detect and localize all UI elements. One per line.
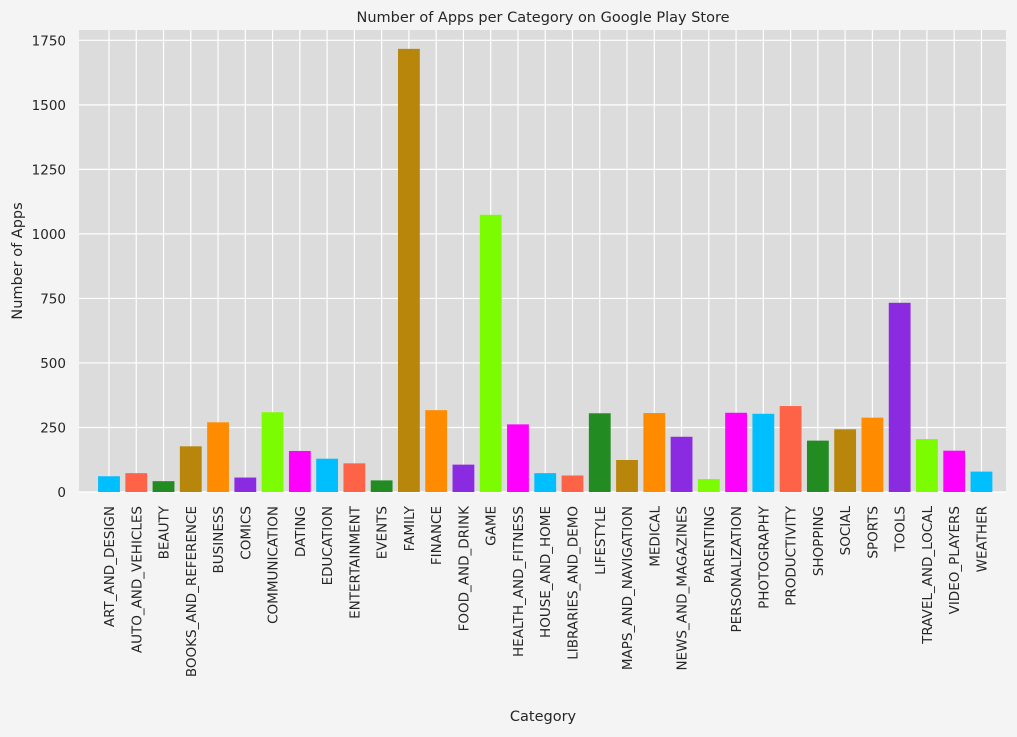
x-tick-label: COMICS — [238, 506, 254, 560]
x-tick-label: AUTO_AND_VEHICLES — [129, 506, 145, 653]
bar-education — [316, 458, 339, 492]
bar-beauty — [152, 481, 175, 492]
x-tick-label: PHOTOGRAPHY — [756, 505, 772, 609]
y-tick-label: 1500 — [32, 98, 66, 114]
x-tick-label: LIBRARIES_AND_DEMO — [565, 506, 581, 660]
bar-tools — [888, 302, 911, 492]
x-tick-label: MAPS_AND_NAVIGATION — [620, 506, 636, 670]
x-tick-label: PRODUCTIVITY — [784, 505, 800, 606]
x-tick-label: SPORTS — [865, 506, 881, 559]
bar-lifestyle — [588, 413, 611, 492]
bar-medical — [643, 413, 666, 492]
bar-productivity — [779, 406, 802, 492]
x-tick-label: VIDEO_PLAYERS — [947, 506, 963, 614]
bar-photography — [752, 413, 775, 492]
bar-game — [479, 214, 502, 493]
y-tick-label: 500 — [40, 356, 66, 372]
x-tick-label: MEDICAL — [647, 506, 663, 567]
plot-area — [79, 30, 1006, 492]
x-tick-label: BUSINESS — [211, 506, 227, 573]
x-axis-label: Category — [510, 709, 577, 725]
bar-business — [207, 422, 229, 492]
bars — [98, 48, 993, 493]
x-tick-label: BOOKS_AND_REFERENCE — [184, 506, 200, 677]
bar-maps-and-navigation — [616, 459, 638, 492]
x-axis-ticks: ART_AND_DESIGN AUTO_AND_VEHICLES BEAUTY BOO… — [102, 505, 990, 677]
bar-news-and-magazines — [670, 436, 693, 492]
y-axis-ticks: 0 250 500 750 1000 1250 1500 1750 — [32, 33, 66, 501]
x-tick-label: COMMUNICATION — [266, 506, 282, 624]
y-tick-label: 0 — [57, 485, 66, 501]
x-tick-label: SHOPPING — [811, 506, 827, 576]
bar-dating — [288, 450, 311, 492]
x-tick-label: WEATHER — [974, 506, 990, 572]
bar-auto-and-vehicles — [125, 473, 148, 492]
x-tick-label: TOOLS — [893, 506, 909, 553]
bar-books-and-reference — [179, 446, 202, 492]
bar-entertainment — [343, 463, 366, 492]
bar-finance — [425, 410, 448, 492]
x-tick-label: ENTERTAINMENT — [347, 505, 363, 619]
x-tick-label: DATING — [293, 506, 309, 557]
y-tick-label: 1250 — [32, 162, 66, 178]
y-tick-label: 750 — [40, 291, 66, 307]
x-tick-label: FINANCE — [429, 506, 445, 565]
y-tick-label: 1750 — [32, 33, 66, 49]
bar-house-and-home — [534, 473, 557, 492]
chart-title: Number of Apps per Category on Google Pl… — [356, 10, 729, 26]
x-tick-label: PERSONALIZATION — [729, 506, 745, 632]
bar-parenting — [697, 479, 720, 492]
x-tick-label: FAMILY — [402, 505, 418, 551]
y-axis-label: Number of Apps — [10, 202, 26, 319]
bar-sports — [861, 417, 884, 492]
bar-events — [370, 480, 393, 492]
x-tick-label: HOUSE_AND_HOME — [538, 506, 554, 638]
bar-art-and-design — [98, 476, 120, 492]
x-tick-label: LIFESTYLE — [593, 506, 609, 575]
bar-personalization — [725, 412, 747, 492]
bar-libraries-and-demo — [561, 475, 584, 492]
bar-social — [834, 429, 857, 492]
y-tick-label: 250 — [40, 420, 66, 436]
bar-comics — [234, 477, 257, 492]
y-tick-label: 1000 — [32, 227, 66, 243]
bar-health-and-fitness — [507, 424, 529, 492]
x-tick-label: FOOD_AND_DRINK — [456, 505, 472, 631]
x-tick-label: HEALTH_AND_FITNESS — [511, 506, 527, 657]
bar-communication — [261, 412, 284, 492]
x-tick-label: EDUCATION — [320, 506, 336, 585]
x-tick-label: TRAVEL_AND_LOCAL — [920, 506, 936, 645]
x-tick-label: ART_AND_DESIGN — [102, 506, 118, 627]
x-tick-label: EVENTS — [375, 506, 391, 559]
bar-video-players — [943, 450, 966, 492]
grid-lines — [79, 30, 1006, 493]
bar-weather — [970, 471, 993, 492]
bar-family — [397, 48, 420, 492]
x-tick-label: BEAUTY — [157, 505, 173, 559]
x-tick-label: GAME — [484, 506, 500, 546]
x-tick-label: SOCIAL — [838, 506, 854, 556]
bar-travel-and-local — [916, 439, 938, 492]
x-tick-label: NEWS_AND_MAGAZINES — [675, 506, 691, 671]
bar-shopping — [806, 440, 829, 492]
x-tick-label: PARENTING — [702, 506, 718, 583]
bar-food-and-drink — [452, 464, 475, 492]
